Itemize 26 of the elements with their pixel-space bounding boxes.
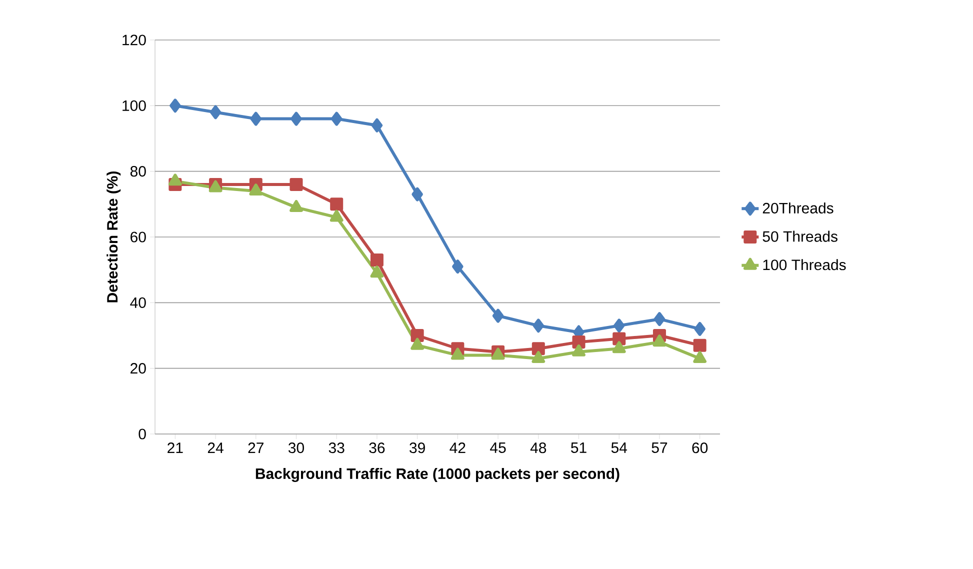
x-tick-label: 33 <box>328 442 344 454</box>
legend-label: 100 Threads <box>763 259 846 270</box>
legend-label: 50 Threads <box>762 230 838 242</box>
x-tick-label: 27 <box>248 442 264 453</box>
x-tick-label: 39 <box>410 442 425 454</box>
x-tick-label: 24 <box>208 442 224 453</box>
y-tick-label: 80 <box>130 166 146 177</box>
x-tick-label: 21 <box>168 442 183 453</box>
y-tick-label: 120 <box>122 34 146 46</box>
x-tick-label: 36 <box>369 442 385 454</box>
x-tick-label: 57 <box>652 442 668 453</box>
y-tick-label: 20 <box>130 363 146 374</box>
x-tick-label: 54 <box>611 442 628 453</box>
x-tick-label: 51 <box>571 442 586 453</box>
x-tick-label: 48 <box>530 442 546 454</box>
y-tick-label: 40 <box>130 297 146 308</box>
x-tick-label: 60 <box>692 442 708 454</box>
x-tick-label: 42 <box>450 442 466 453</box>
x-tick-label: 30 <box>288 442 304 454</box>
legend-label: 20Threads <box>762 202 834 214</box>
y-tick-label: 100 <box>122 100 146 111</box>
y-axis-title: Detection Rate (%) <box>106 172 121 302</box>
y-tick-label: 60 <box>130 232 146 242</box>
x-tick-label: 45 <box>490 442 506 453</box>
x-axis-title: Background Traffic Rate (1000 packets per second) <box>256 468 620 482</box>
y-tick-label: 0 <box>138 428 146 440</box>
